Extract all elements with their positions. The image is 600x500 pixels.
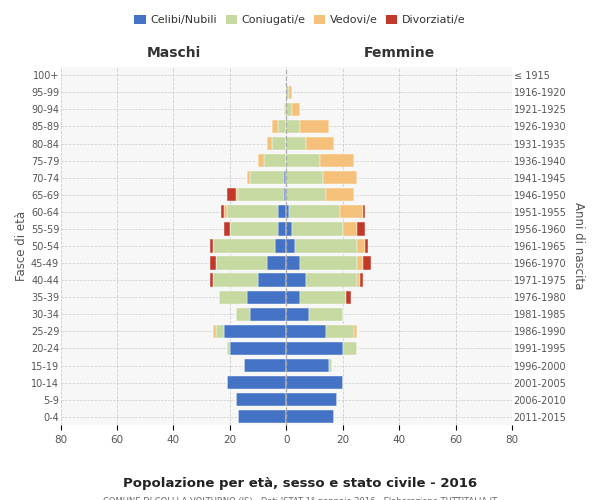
Bar bbox=[286, 102, 292, 116]
Bar bbox=[306, 274, 357, 287]
Bar bbox=[286, 205, 289, 218]
Bar bbox=[320, 154, 354, 168]
Bar bbox=[323, 171, 357, 184]
Bar bbox=[227, 205, 278, 218]
Bar bbox=[329, 359, 332, 372]
Bar bbox=[210, 274, 213, 287]
Bar bbox=[326, 324, 354, 338]
Bar bbox=[227, 376, 286, 389]
Bar bbox=[286, 222, 292, 235]
Bar bbox=[286, 393, 337, 406]
Bar bbox=[286, 171, 323, 184]
Bar bbox=[278, 205, 286, 218]
Bar bbox=[286, 256, 301, 270]
Bar bbox=[244, 359, 286, 372]
Bar bbox=[236, 393, 286, 406]
Bar bbox=[362, 205, 365, 218]
Bar bbox=[301, 120, 329, 133]
Bar bbox=[227, 188, 236, 202]
Bar bbox=[275, 240, 286, 252]
Bar bbox=[286, 240, 295, 252]
Bar bbox=[289, 205, 340, 218]
Bar bbox=[236, 188, 238, 202]
Bar bbox=[266, 137, 272, 150]
Bar bbox=[272, 120, 278, 133]
Bar bbox=[292, 102, 301, 116]
Text: COMUNE DI COLLI A VOLTURNO (IS) - Dati ISTAT 1° gennaio 2016 - Elaborazione TUTT: COMUNE DI COLLI A VOLTURNO (IS) - Dati I… bbox=[103, 498, 497, 500]
Bar bbox=[286, 324, 326, 338]
Y-axis label: Anni di nascita: Anni di nascita bbox=[572, 202, 585, 290]
Bar bbox=[224, 205, 227, 218]
Bar bbox=[286, 120, 301, 133]
Bar bbox=[213, 240, 275, 252]
Bar bbox=[343, 222, 357, 235]
Bar bbox=[216, 256, 266, 270]
Bar bbox=[272, 137, 286, 150]
Bar bbox=[278, 120, 286, 133]
Bar bbox=[250, 171, 284, 184]
Bar bbox=[286, 188, 326, 202]
Bar bbox=[210, 240, 213, 252]
Bar bbox=[210, 256, 216, 270]
Bar bbox=[238, 188, 284, 202]
Bar bbox=[247, 171, 250, 184]
Bar bbox=[286, 290, 301, 304]
Bar bbox=[213, 324, 216, 338]
Bar bbox=[326, 188, 354, 202]
Bar bbox=[258, 154, 264, 168]
Bar bbox=[286, 359, 329, 372]
Bar bbox=[292, 222, 343, 235]
Bar bbox=[286, 86, 289, 99]
Bar bbox=[284, 102, 286, 116]
Bar bbox=[357, 240, 365, 252]
Text: Femmine: Femmine bbox=[364, 46, 435, 60]
Bar bbox=[278, 222, 286, 235]
Bar bbox=[218, 290, 247, 304]
Bar bbox=[247, 290, 286, 304]
Bar bbox=[295, 240, 357, 252]
Bar bbox=[357, 222, 365, 235]
Bar bbox=[286, 154, 320, 168]
Bar bbox=[286, 410, 334, 424]
Bar bbox=[354, 324, 357, 338]
Bar bbox=[227, 342, 230, 355]
Bar bbox=[343, 342, 357, 355]
Bar bbox=[340, 205, 362, 218]
Bar bbox=[230, 342, 286, 355]
Bar bbox=[301, 290, 346, 304]
Bar bbox=[284, 188, 286, 202]
Bar bbox=[286, 376, 343, 389]
Bar bbox=[286, 308, 309, 321]
Bar bbox=[286, 274, 306, 287]
Bar bbox=[250, 308, 286, 321]
Text: Maschi: Maschi bbox=[146, 46, 200, 60]
Bar bbox=[284, 171, 286, 184]
Bar bbox=[264, 154, 286, 168]
Bar bbox=[266, 256, 286, 270]
Bar bbox=[306, 137, 334, 150]
Bar bbox=[309, 308, 343, 321]
Legend: Celibi/Nubili, Coniugati/e, Vedovi/e, Divorziati/e: Celibi/Nubili, Coniugati/e, Vedovi/e, Di… bbox=[130, 10, 470, 30]
Bar bbox=[258, 274, 286, 287]
Bar bbox=[224, 222, 230, 235]
Bar bbox=[286, 137, 306, 150]
Bar bbox=[360, 274, 362, 287]
Bar bbox=[365, 240, 368, 252]
Bar bbox=[238, 410, 286, 424]
Bar bbox=[346, 290, 351, 304]
Bar bbox=[357, 256, 362, 270]
Bar bbox=[362, 256, 371, 270]
Bar bbox=[230, 222, 278, 235]
Bar bbox=[224, 324, 286, 338]
Y-axis label: Fasce di età: Fasce di età bbox=[15, 211, 28, 281]
Bar bbox=[301, 256, 357, 270]
Bar bbox=[221, 205, 224, 218]
Bar bbox=[236, 308, 250, 321]
Bar bbox=[357, 274, 360, 287]
Bar bbox=[216, 324, 224, 338]
Text: Popolazione per età, sesso e stato civile - 2016: Popolazione per età, sesso e stato civil… bbox=[123, 478, 477, 490]
Bar bbox=[286, 342, 343, 355]
Bar bbox=[289, 86, 292, 99]
Bar bbox=[213, 274, 258, 287]
